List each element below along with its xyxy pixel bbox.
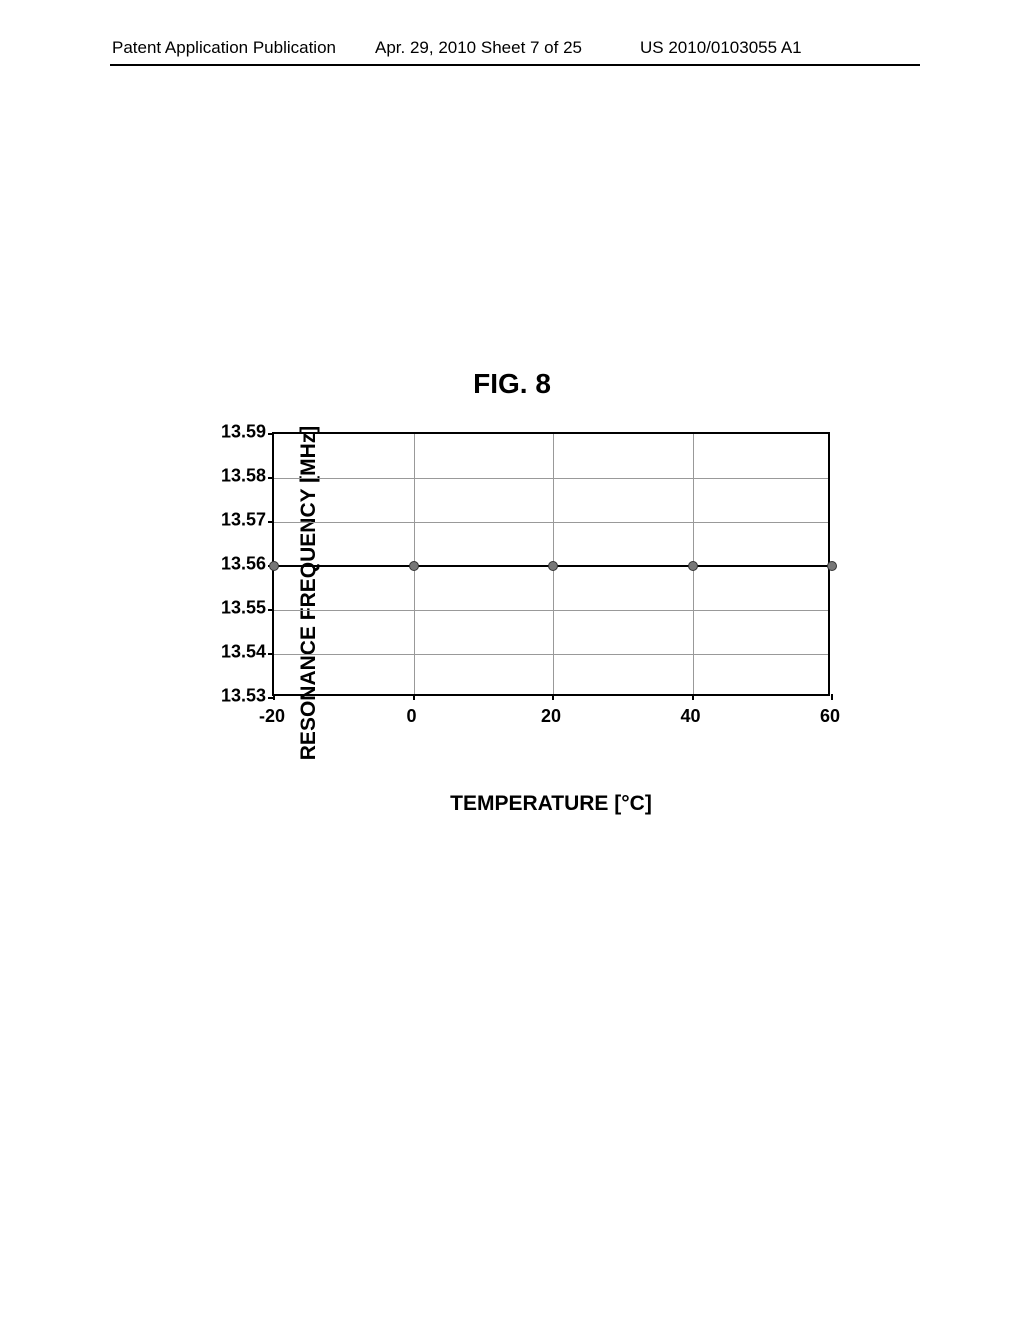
y-tick-mark [268,477,274,479]
plot-area [272,432,830,696]
data-point-marker [827,561,837,571]
header-right-text: US 2010/0103055 A1 [640,38,802,58]
y-tick-mark [268,433,274,435]
x-tick-mark [831,694,833,700]
y-tick-label: 13.59 [221,422,266,443]
y-tick-label: 13.54 [221,642,266,663]
x-tick-label: 0 [406,706,416,727]
y-tick-label: 13.53 [221,686,266,707]
y-tick-mark [268,521,274,523]
header-center-text: Apr. 29, 2010 Sheet 7 of 25 [375,38,582,58]
x-tick-mark [692,694,694,700]
data-point-marker [688,561,698,571]
data-point-marker [548,561,558,571]
header-left-text: Patent Application Publication [112,38,336,58]
x-tick-label: 60 [820,706,840,727]
x-tick-label: 40 [680,706,700,727]
header-divider-line [110,64,920,66]
data-point-marker [269,561,279,571]
y-tick-mark [268,609,274,611]
x-tick-mark [552,694,554,700]
figure-title: FIG. 8 [0,368,1024,400]
grid-line-horizontal [274,522,828,523]
x-tick-mark [413,694,415,700]
y-tick-label: 13.57 [221,510,266,531]
x-tick-label: -20 [259,706,285,727]
data-line-segment [414,565,554,567]
y-tick-label: 13.55 [221,598,266,619]
grid-line-horizontal [274,610,828,611]
x-tick-mark [273,694,275,700]
x-tick-label: 20 [541,706,561,727]
y-tick-label: 13.58 [221,466,266,487]
y-tick-mark [268,653,274,655]
data-line-segment [693,565,833,567]
data-line-segment [274,565,414,567]
data-point-marker [409,561,419,571]
grid-line-horizontal [274,654,828,655]
data-line-segment [553,565,693,567]
chart-container: RESONANCE FREQUENCY [MHz] TEMPERATURE [°… [164,428,864,758]
x-axis-label: TEMPERATURE [°C] [272,792,830,816]
y-tick-label: 13.56 [221,554,266,575]
grid-line-horizontal [274,478,828,479]
y-tick-labels: 13.5313.5413.5513.5613.5713.5813.59 [202,428,266,698]
